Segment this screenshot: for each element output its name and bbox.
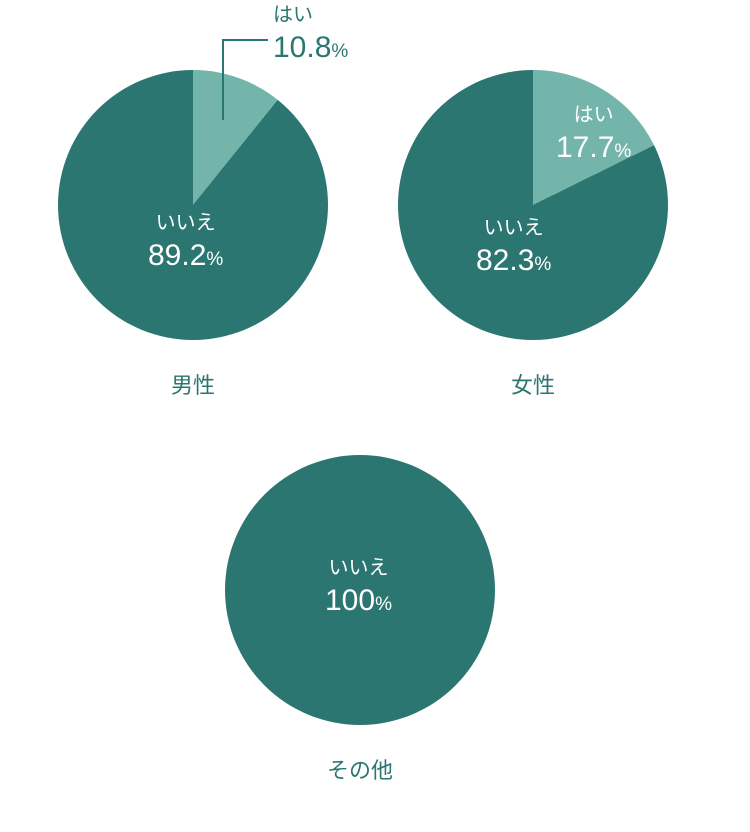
slice-label-no: いいえ82.3%: [476, 215, 551, 280]
chart-caption: その他: [225, 753, 495, 785]
chart-caption: 男性: [58, 368, 328, 400]
slice-name: いいえ: [476, 215, 551, 241]
chart-caption: 女性: [398, 368, 668, 400]
slice-name: はい: [556, 102, 631, 128]
slice-name: いいえ: [325, 555, 392, 581]
slice-name: はい: [273, 2, 348, 28]
callout-label-yes: はい10.8%: [273, 2, 348, 67]
pie-chart-other: いいえ100%その他: [225, 455, 495, 725]
slice-value: 17.7%: [556, 128, 631, 167]
slice-value: 10.8%: [273, 28, 348, 67]
slice-value: 82.3%: [476, 241, 551, 280]
pie-chart-male: いいえ89.2%はい10.8%男性: [58, 70, 328, 340]
slice-value: 100%: [325, 581, 392, 620]
pie-chart-female: はい17.7%いいえ82.3%女性: [398, 70, 668, 340]
slice-label-no: いいえ100%: [325, 555, 392, 620]
callout-line: [58, 40, 328, 340]
slice-label-yes: はい17.7%: [556, 102, 631, 167]
